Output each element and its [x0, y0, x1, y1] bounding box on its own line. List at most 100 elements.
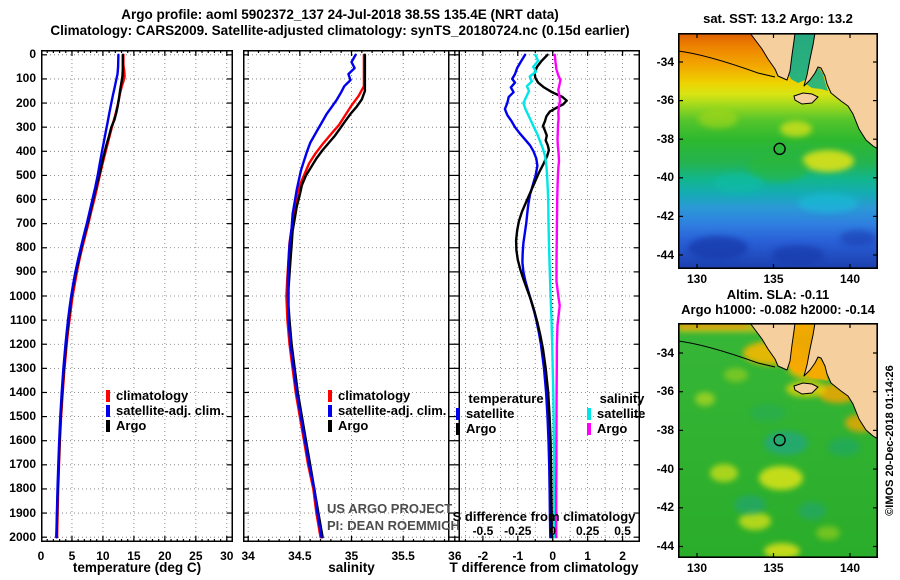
tick-label: -40 [656, 461, 674, 476]
tick-label: 700 [15, 216, 36, 231]
tick-label: 500 [15, 167, 36, 182]
satellite-clim-line-swatch [328, 405, 332, 417]
imos-credit: ©IMOS 20-Dec-2018 01:14:26 [884, 365, 896, 516]
project-watermark: US ARGO PROJECT PI: DEAN ROEMMICH [327, 500, 460, 534]
legend-column-header: temperature [468, 391, 544, 406]
series-salinity-satellite [522, 53, 556, 539]
tick-label: 2000 [9, 529, 36, 544]
legend-item: satellite-adj. clim. [106, 403, 224, 418]
land-southeast-coast [803, 33, 878, 150]
temperature-axis-label: temperature (deg C) [72, 560, 202, 575]
kangaroo-island [793, 382, 819, 395]
gulf-st-vincent-water [806, 358, 828, 381]
tick-label: 34 [241, 549, 255, 563]
argo-float-location-marker [773, 142, 786, 156]
tick-label: 140 [839, 561, 861, 575]
tick-label: 2 [619, 549, 626, 563]
salinity-profile-panel [243, 50, 460, 542]
tick-label: 1800 [9, 481, 36, 496]
land-southeast-coast [803, 323, 878, 440]
tick-label: 1600 [9, 433, 36, 448]
land-eyre-peninsula [749, 33, 796, 81]
legend-label: satellite-adj. clim. [116, 403, 225, 418]
argo-line-swatch [106, 420, 110, 432]
tick-label: 100 [15, 71, 36, 86]
spencer-gulf-water [789, 323, 815, 373]
tick-label: 35 [344, 549, 359, 563]
tick-label: 20 [158, 549, 172, 563]
legend-label: satellite [466, 406, 515, 421]
salinity-axis-label: salinity [328, 560, 375, 575]
tick-label: -36 [656, 384, 674, 399]
t-satellite-line-swatch [456, 408, 460, 420]
tick-label: 1900 [9, 505, 36, 520]
climatology-line-swatch [106, 390, 110, 402]
climatology-line-swatch [328, 390, 332, 402]
tick-label: 1700 [9, 457, 36, 472]
sst-map [678, 33, 878, 269]
tick-label: 135 [763, 272, 784, 286]
coastline-contour [678, 50, 776, 78]
tick-label: 300 [15, 119, 36, 134]
tick-label: 1100 [9, 312, 36, 327]
t-difference-axis-label: T difference from climatology [449, 560, 639, 575]
legend-label: satellite-adj. clim. [338, 403, 447, 418]
tick-label: 1200 [9, 336, 36, 351]
tick-label: 1500 [9, 409, 36, 424]
tick-label: 0 [549, 524, 557, 538]
tick-label: 0.25 [575, 524, 600, 538]
tick-label: 25 [189, 549, 203, 563]
watermark-line: US ARGO PROJECT [327, 501, 453, 516]
tick-label: -0.25 [504, 524, 532, 538]
legend-item: Argo [328, 418, 446, 433]
legend-item: climatology [106, 388, 224, 403]
s-argo-line-swatch [587, 423, 591, 435]
figure-subtitle: Climatology: CARS2009. Satellite-adjuste… [50, 23, 630, 38]
satellite-clim-line-swatch [106, 405, 110, 417]
legend-difference-salinity: salinity satellite Argo [587, 391, 657, 436]
kangaroo-island [793, 92, 819, 105]
tick-label: -40 [656, 170, 674, 185]
legend-label: satellite [597, 406, 646, 421]
tick-label: -38 [656, 131, 674, 146]
series-temperature-argo [514, 53, 568, 539]
argo-float-location-marker [773, 433, 786, 447]
legend-item: Argo [106, 418, 224, 433]
legend-label: Argo [466, 421, 497, 436]
tick-label: 15 [127, 549, 141, 563]
tick-label: 5 [68, 549, 76, 563]
legend-column-header: salinity [599, 391, 645, 406]
tick-label: 200 [15, 95, 36, 110]
legend-salinity-panel: climatology satellite-adj. clim. Argo [328, 388, 446, 433]
tick-label: 0 [549, 549, 557, 563]
spencer-gulf-water [789, 33, 815, 83]
series-satellite-adj-clim- [286, 53, 357, 539]
tick-label: 1400 [9, 384, 36, 399]
legend-label: climatology [116, 388, 189, 403]
tick-label: 0 [37, 549, 45, 563]
gulf-st-vincent-water [806, 68, 828, 91]
watermark-line: PI: DEAN ROEMMICH [327, 518, 460, 533]
tick-label: 800 [15, 240, 36, 255]
series-satellite-adj-clim- [55, 53, 120, 539]
argo-line-swatch [328, 420, 332, 432]
tick-label: -36 [656, 93, 674, 108]
legend-item: Argo [587, 421, 657, 436]
tick-label: 400 [15, 143, 36, 158]
tick-label: 1 [584, 549, 591, 563]
sla-map [678, 323, 878, 558]
legend-item: climatology [328, 388, 446, 403]
tick-label: 10 [96, 549, 110, 563]
legend-label: Argo [338, 418, 369, 433]
temperature-profile-panel [41, 50, 233, 542]
tick-label: 30 [220, 549, 234, 563]
tick-label: 36 [448, 549, 462, 563]
s-difference-axis-label: S difference from climatology [452, 509, 636, 524]
legend-label: Argo [116, 418, 147, 433]
series-temperature-satellite [503, 53, 552, 539]
tick-label: -42 [656, 208, 674, 223]
sst-patches [688, 110, 876, 265]
tick-label: 1300 [9, 360, 36, 375]
tick-label: 0 [29, 47, 36, 62]
